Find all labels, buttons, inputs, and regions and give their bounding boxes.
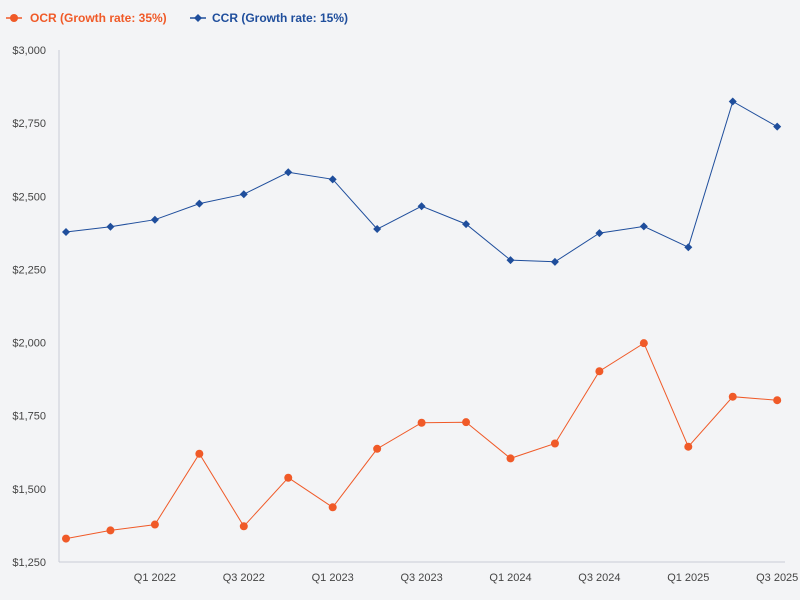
y-tick-label: $2,000 [12,338,46,350]
legend-marker-ocr [10,14,18,22]
data-point-ocr[interactable] [462,418,471,427]
data-point-ocr[interactable] [506,454,515,463]
data-point-ccr[interactable] [284,168,293,177]
data-point-ocr[interactable] [106,526,115,535]
data-point-ocr[interactable] [417,418,426,427]
data-point-ocr[interactable] [550,439,559,448]
data-point-ccr[interactable] [684,243,693,252]
data-point-ccr[interactable] [239,190,248,199]
data-point-ocr[interactable] [62,534,70,543]
data-point-ccr[interactable] [506,256,515,265]
y-tick-label: $2,750 [12,118,46,130]
x-tick-label: Q3 2022 [223,572,265,584]
data-point-ccr[interactable] [373,225,382,234]
legend-item-ocr[interactable]: OCR (Growth rate: 35%) [6,11,167,25]
data-point-ccr[interactable] [550,257,559,266]
data-point-ocr[interactable] [728,392,737,401]
y-tick-label: $2,250 [12,264,46,276]
x-tick-label: Q3 2023 [400,572,442,584]
y-tick-label: $3,000 [12,45,46,57]
legend: OCR (Growth rate: 35%) CCR (Growth rate:… [6,11,348,25]
x-tick-label: Q1 2024 [489,572,531,584]
y-tick-label: $1,750 [12,411,46,423]
data-point-ocr[interactable] [773,396,782,405]
data-point-ccr[interactable] [106,222,115,231]
x-tick-label: Q1 2025 [667,572,709,584]
legend-label-ccr: CCR (Growth rate: 15%) [212,11,348,25]
data-point-ccr[interactable] [62,227,70,236]
data-point-ocr[interactable] [373,444,382,453]
data-point-ccr[interactable] [150,215,159,224]
data-point-ccr[interactable] [462,220,471,229]
data-point-ccr[interactable] [639,222,648,231]
data-point-ocr[interactable] [239,522,248,531]
data-point-ocr[interactable] [328,503,337,512]
series-line-ocr [65,342,778,540]
legend-label-ocr: OCR (Growth rate: 35%) [30,11,167,25]
y-tick-label: $2,500 [12,191,46,203]
data-point-ocr[interactable] [639,339,648,348]
y-tick-label: $1,500 [12,484,46,496]
data-point-ocr[interactable] [595,367,604,376]
data-point-ccr[interactable] [328,175,337,184]
legend-marker-ccr [194,14,202,22]
data-point-ccr[interactable] [417,202,426,211]
x-tick-label: Q1 2022 [134,572,176,584]
y-tick-label: $1,250 [12,557,46,569]
series-line-ccr [65,100,778,263]
data-point-ocr[interactable] [684,442,693,451]
y-axis-ticks: $1,250 $1,500 $1,750 $2,000 $2,250 $2,500 $2,7… [12,45,46,569]
x-tick-label: Q1 2023 [312,572,354,584]
series-layer [62,97,782,543]
data-point-ocr[interactable] [195,449,204,458]
x-tick-label: Q3 2024 [578,572,620,584]
data-point-ocr[interactable] [284,473,293,482]
x-tick-label: Q3 2025 [756,572,798,584]
data-point-ccr[interactable] [728,97,737,106]
data-point-ccr[interactable] [773,122,782,131]
data-point-ocr[interactable] [150,520,159,529]
legend-item-ccr[interactable]: CCR (Growth rate: 15%) [190,11,348,25]
data-point-ccr[interactable] [195,199,204,208]
x-axis-ticks: Q1 2022 Q3 2022 Q1 2023 Q3 2023 Q1 2024 Q3 20… [134,572,799,584]
data-point-ccr[interactable] [595,229,604,238]
